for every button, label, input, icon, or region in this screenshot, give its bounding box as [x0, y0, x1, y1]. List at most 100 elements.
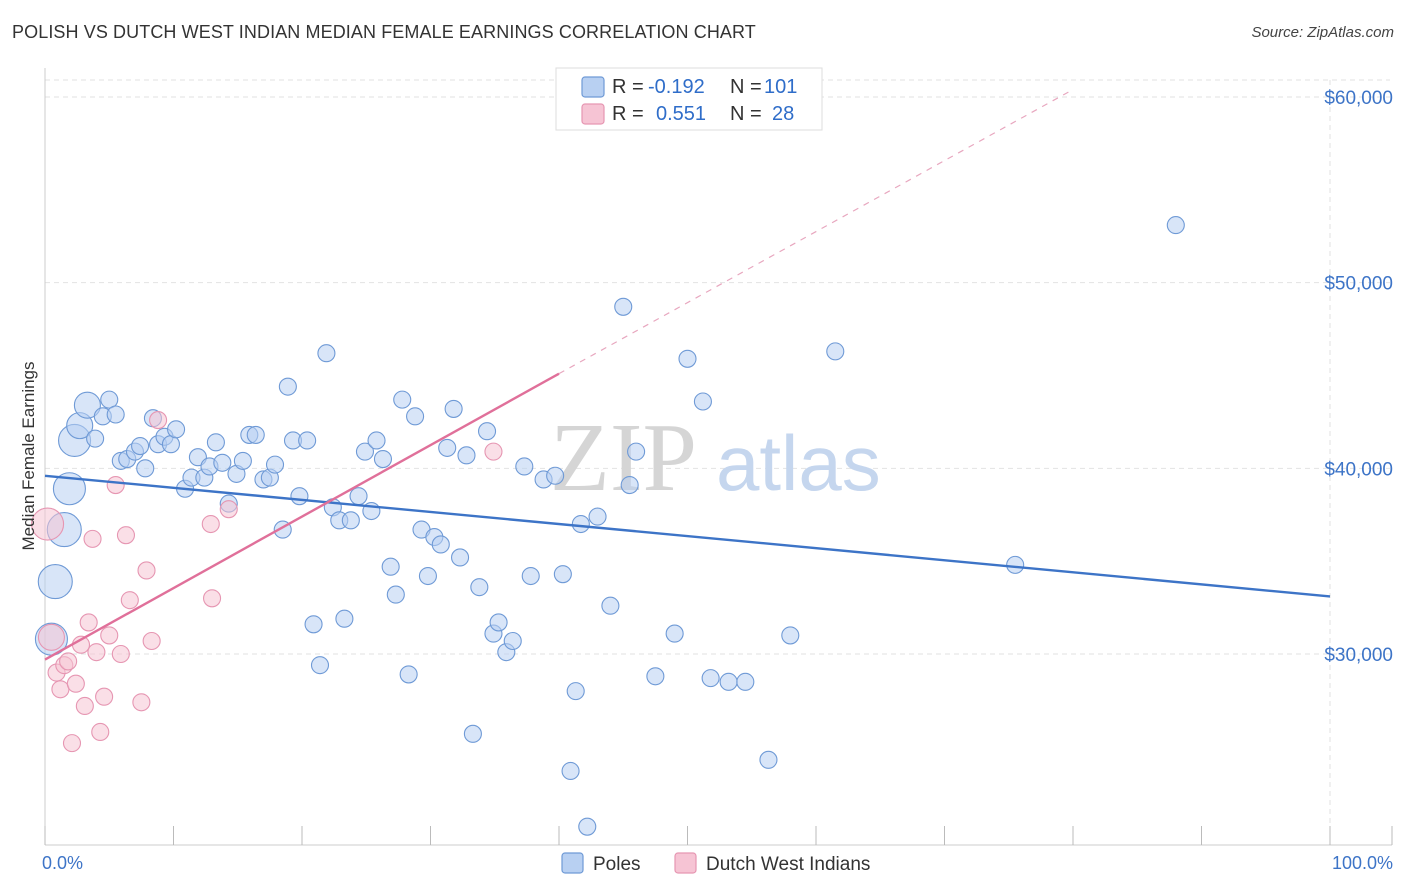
poles-point-54 — [386, 585, 405, 604]
watermark: ZIP atlas — [550, 404, 881, 512]
poles-point-42 — [310, 656, 330, 675]
dutch-point-26 — [219, 500, 238, 519]
poles-point-37 — [278, 377, 297, 396]
y-tick-label-0: $30,000 — [1324, 645, 1393, 666]
poles-point-62 — [438, 438, 457, 457]
poles-point-82 — [588, 507, 607, 526]
poles-point-73 — [515, 457, 534, 476]
dutch-point-21 — [137, 561, 156, 580]
poles-point-63 — [444, 399, 463, 418]
poles-point-7 — [86, 429, 105, 448]
poles-point-59 — [418, 566, 437, 586]
poles-point-40 — [298, 431, 317, 450]
dutch-point-24 — [201, 514, 220, 534]
poles-point-88 — [665, 624, 684, 643]
poles-point-52 — [373, 449, 393, 469]
poles-point-41 — [304, 615, 323, 634]
poles-point-76 — [546, 466, 565, 485]
trend-lines — [44, 89, 1331, 661]
poles-point-85 — [620, 475, 639, 495]
poles-point-79 — [566, 682, 585, 701]
legend-n-label-poles: N = — [730, 76, 762, 98]
legend-n-value-poles: 101 — [764, 76, 797, 98]
poles-point-46 — [335, 609, 354, 628]
poles-point-49 — [355, 442, 375, 461]
legend-r-value-dutch: 0.551 — [656, 103, 706, 125]
poles-point-91 — [701, 669, 720, 688]
dutch-point-16 — [106, 475, 125, 495]
dutch-point-23 — [149, 411, 168, 430]
poles-point-30 — [233, 451, 252, 470]
poles-point-68 — [477, 422, 497, 441]
poles-point-51 — [367, 431, 386, 450]
dutch-points — [31, 411, 503, 753]
poles-point-43 — [317, 344, 336, 363]
poles-point-26 — [206, 433, 225, 452]
poles-point-80 — [571, 514, 590, 534]
watermark-atlas: atlas — [716, 419, 881, 507]
dutch-trend-extension — [558, 89, 1074, 375]
poles-point-53 — [381, 557, 400, 576]
poles-point-70 — [489, 613, 508, 632]
poles-point-47 — [341, 511, 360, 530]
dutch-point-11 — [83, 529, 102, 548]
legend-swatch-poles — [581, 76, 605, 98]
poles-point-95 — [781, 626, 800, 645]
legend-n-value-dutch: 28 — [772, 103, 794, 125]
poles-point-56 — [399, 665, 418, 684]
poles-point-92 — [719, 672, 738, 691]
poles-point-74 — [521, 566, 540, 586]
chart-title: POLISH VS DUTCH WEST INDIAN MEDIAN FEMAL… — [12, 22, 756, 42]
poles-point-20 — [167, 420, 186, 439]
stats-legend: R = -0.192 N = 101 R = 0.551 N = 28 — [555, 67, 823, 131]
series-legend: Poles Dutch West Indians — [561, 852, 870, 875]
dutch-point-15 — [100, 626, 119, 645]
poles-point-84 — [614, 297, 633, 316]
axes — [44, 68, 1393, 846]
series-legend-swatch-poles — [561, 852, 584, 874]
poles-point-81 — [578, 817, 597, 836]
dutch-point-19 — [120, 591, 139, 610]
poles-point-83 — [601, 596, 620, 615]
poles-point-48 — [349, 487, 368, 506]
poles-point-86 — [627, 442, 646, 461]
legend-n-label-dutch: N = — [730, 103, 762, 125]
poles-point-39 — [290, 487, 309, 506]
poles-point-15 — [136, 459, 155, 478]
poles-point-98 — [1166, 216, 1185, 235]
dutch-trend-line — [44, 372, 560, 661]
dutch-point-5 — [59, 652, 78, 671]
poles-point-14 — [131, 437, 150, 456]
poles-point-64 — [451, 548, 470, 567]
poles-point-90 — [693, 392, 712, 411]
poles-point-93 — [736, 672, 755, 691]
dutch-point-20 — [132, 693, 151, 712]
dutch-point-12 — [87, 643, 106, 662]
poles-point-10 — [106, 405, 125, 424]
poles-point-55 — [393, 390, 412, 409]
poles-point-65 — [457, 446, 476, 465]
poles-point-94 — [759, 750, 778, 769]
dutch-point-6 — [62, 734, 82, 753]
legend-swatch-dutch — [581, 103, 605, 125]
series-legend-label-poles: Poles — [593, 854, 641, 875]
y-tick-labels: $30,000 $40,000 $50,000 $60,000 — [1324, 88, 1393, 666]
y-tick-label-1: $40,000 — [1324, 459, 1393, 480]
poles-point-97 — [1006, 555, 1025, 574]
poles-point-96 — [826, 342, 845, 361]
gridlines — [45, 79, 1390, 845]
source-credit: Source: ZipAtlas.com — [1251, 24, 1394, 41]
dutch-point-0 — [31, 507, 65, 541]
y-axis-title: Median Female Earnings — [19, 362, 38, 551]
y-tick-label-2: $50,000 — [1324, 274, 1393, 295]
poles-trend-line — [44, 474, 1331, 598]
poles-point-77 — [553, 565, 572, 584]
dutch-point-27 — [484, 442, 503, 461]
dutch-point-7 — [66, 674, 85, 693]
dutch-point-14 — [95, 687, 114, 706]
poles-point-32 — [246, 425, 265, 444]
poles-point-1 — [37, 564, 73, 600]
poles-point-87 — [646, 667, 665, 686]
dutch-point-25 — [203, 589, 222, 608]
